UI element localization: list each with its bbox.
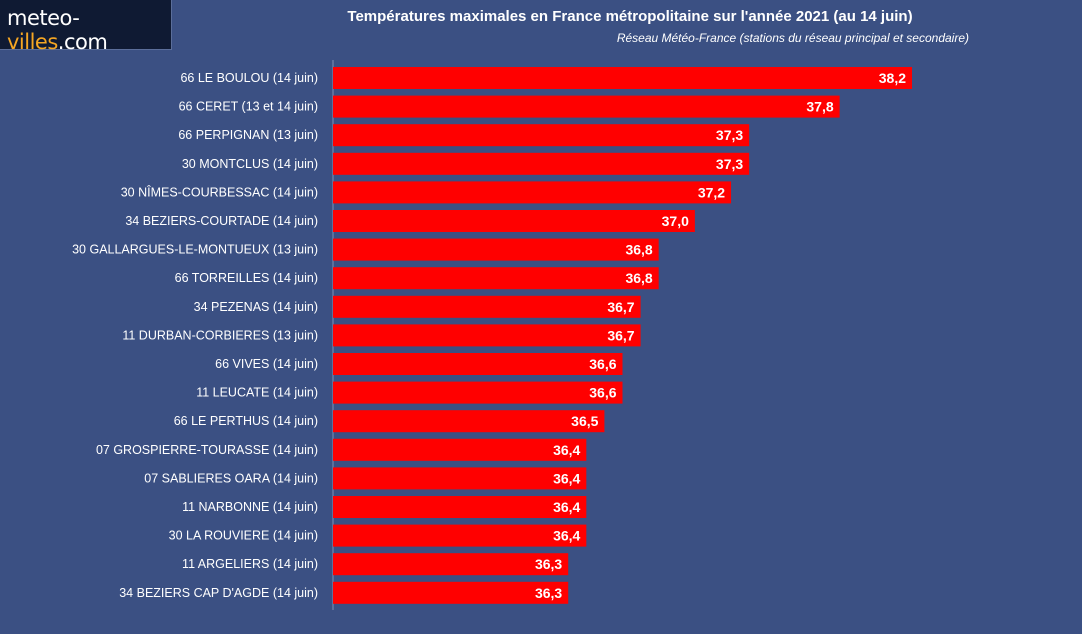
- value-label: 36,4: [553, 470, 580, 486]
- value-label: 37,3: [716, 127, 743, 143]
- chart-title: Températures maximales en France métropo…: [347, 8, 913, 25]
- category-label: 66 LE BOULOU (14 juin): [180, 71, 318, 85]
- value-label: 36,7: [607, 299, 634, 315]
- category-label: 07 SABLIERES OARA (14 juin): [144, 471, 318, 485]
- bar: [333, 152, 750, 175]
- value-label: 37,2: [698, 184, 725, 200]
- value-label: 36,4: [553, 499, 580, 515]
- bar: [333, 467, 587, 490]
- bar: [333, 438, 587, 461]
- value-label: 37,0: [662, 213, 689, 229]
- value-label: 36,3: [535, 585, 562, 601]
- value-label: 36,6: [589, 356, 616, 372]
- category-label: 66 VIVES (14 juin): [215, 357, 318, 371]
- logo-text-com: .com: [57, 30, 108, 54]
- value-label: 36,8: [625, 242, 652, 258]
- category-label: 30 LA ROUVIERE (14 juin): [169, 529, 318, 543]
- bar: [333, 267, 659, 290]
- category-label: 07 GROSPIERRE-TOURASSE (14 juin): [96, 443, 318, 457]
- bar: [333, 95, 840, 118]
- bar: [333, 581, 569, 604]
- bar: [333, 238, 659, 261]
- category-label: 30 NÎMES-COURBESSAC (14 juin): [121, 184, 318, 199]
- value-label: 37,8: [806, 99, 833, 115]
- bar: [333, 381, 623, 404]
- category-label: 66 LE PERTHUS (14 juin): [174, 414, 318, 428]
- bar: [333, 210, 695, 232]
- chart-subtitle: Réseau Météo-France (stations du réseau …: [616, 31, 969, 45]
- bar: [333, 181, 732, 204]
- category-label: 34 PEZENAS (14 juin): [194, 300, 318, 314]
- bar: [333, 295, 641, 318]
- value-label: 36,6: [589, 385, 616, 401]
- value-label: 36,3: [535, 556, 562, 572]
- category-label: 11 NARBONNE (14 juin): [182, 500, 318, 514]
- bar: [333, 410, 605, 433]
- category-label: 34 BEZIERS CAP D'AGDE (14 juin): [119, 586, 318, 600]
- bar: [333, 67, 912, 89]
- category-label: 30 GALLARGUES-LE-MONTUEUX (13 juin): [72, 243, 318, 257]
- bar: [333, 353, 623, 375]
- category-label: 66 PERPIGNAN (13 juin): [178, 128, 318, 142]
- bar: [333, 324, 641, 347]
- value-label: 36,4: [553, 528, 580, 544]
- value-label: 37,3: [716, 156, 743, 172]
- bar: [333, 524, 587, 547]
- category-label: 66 TORREILLES (14 juin): [175, 271, 318, 285]
- category-label: 30 MONTCLUS (14 juin): [182, 157, 318, 171]
- value-label: 36,8: [625, 270, 652, 286]
- bar: [333, 553, 569, 576]
- category-label: 11 LEUCATE (14 juin): [196, 386, 318, 400]
- category-label: 34 BEZIERS-COURTADE (14 juin): [125, 214, 318, 228]
- value-label: 36,7: [607, 327, 634, 343]
- category-label: 11 DURBAN-CORBIERES (13 juin): [122, 328, 318, 342]
- bar: [333, 124, 750, 147]
- value-label: 36,5: [571, 413, 598, 429]
- logo-text-villes: villes: [7, 30, 58, 54]
- bar: [333, 496, 587, 518]
- value-label: 36,4: [553, 442, 580, 458]
- category-label: 11 ARGELIERS (14 juin): [182, 557, 318, 571]
- value-label: 38,2: [879, 70, 906, 86]
- logo-text-meteo: meteo-: [7, 6, 79, 30]
- site-logo[interactable]: meteo-villes.com: [0, 0, 172, 54]
- category-label: 66 CERET (13 et 14 juin): [179, 100, 318, 114]
